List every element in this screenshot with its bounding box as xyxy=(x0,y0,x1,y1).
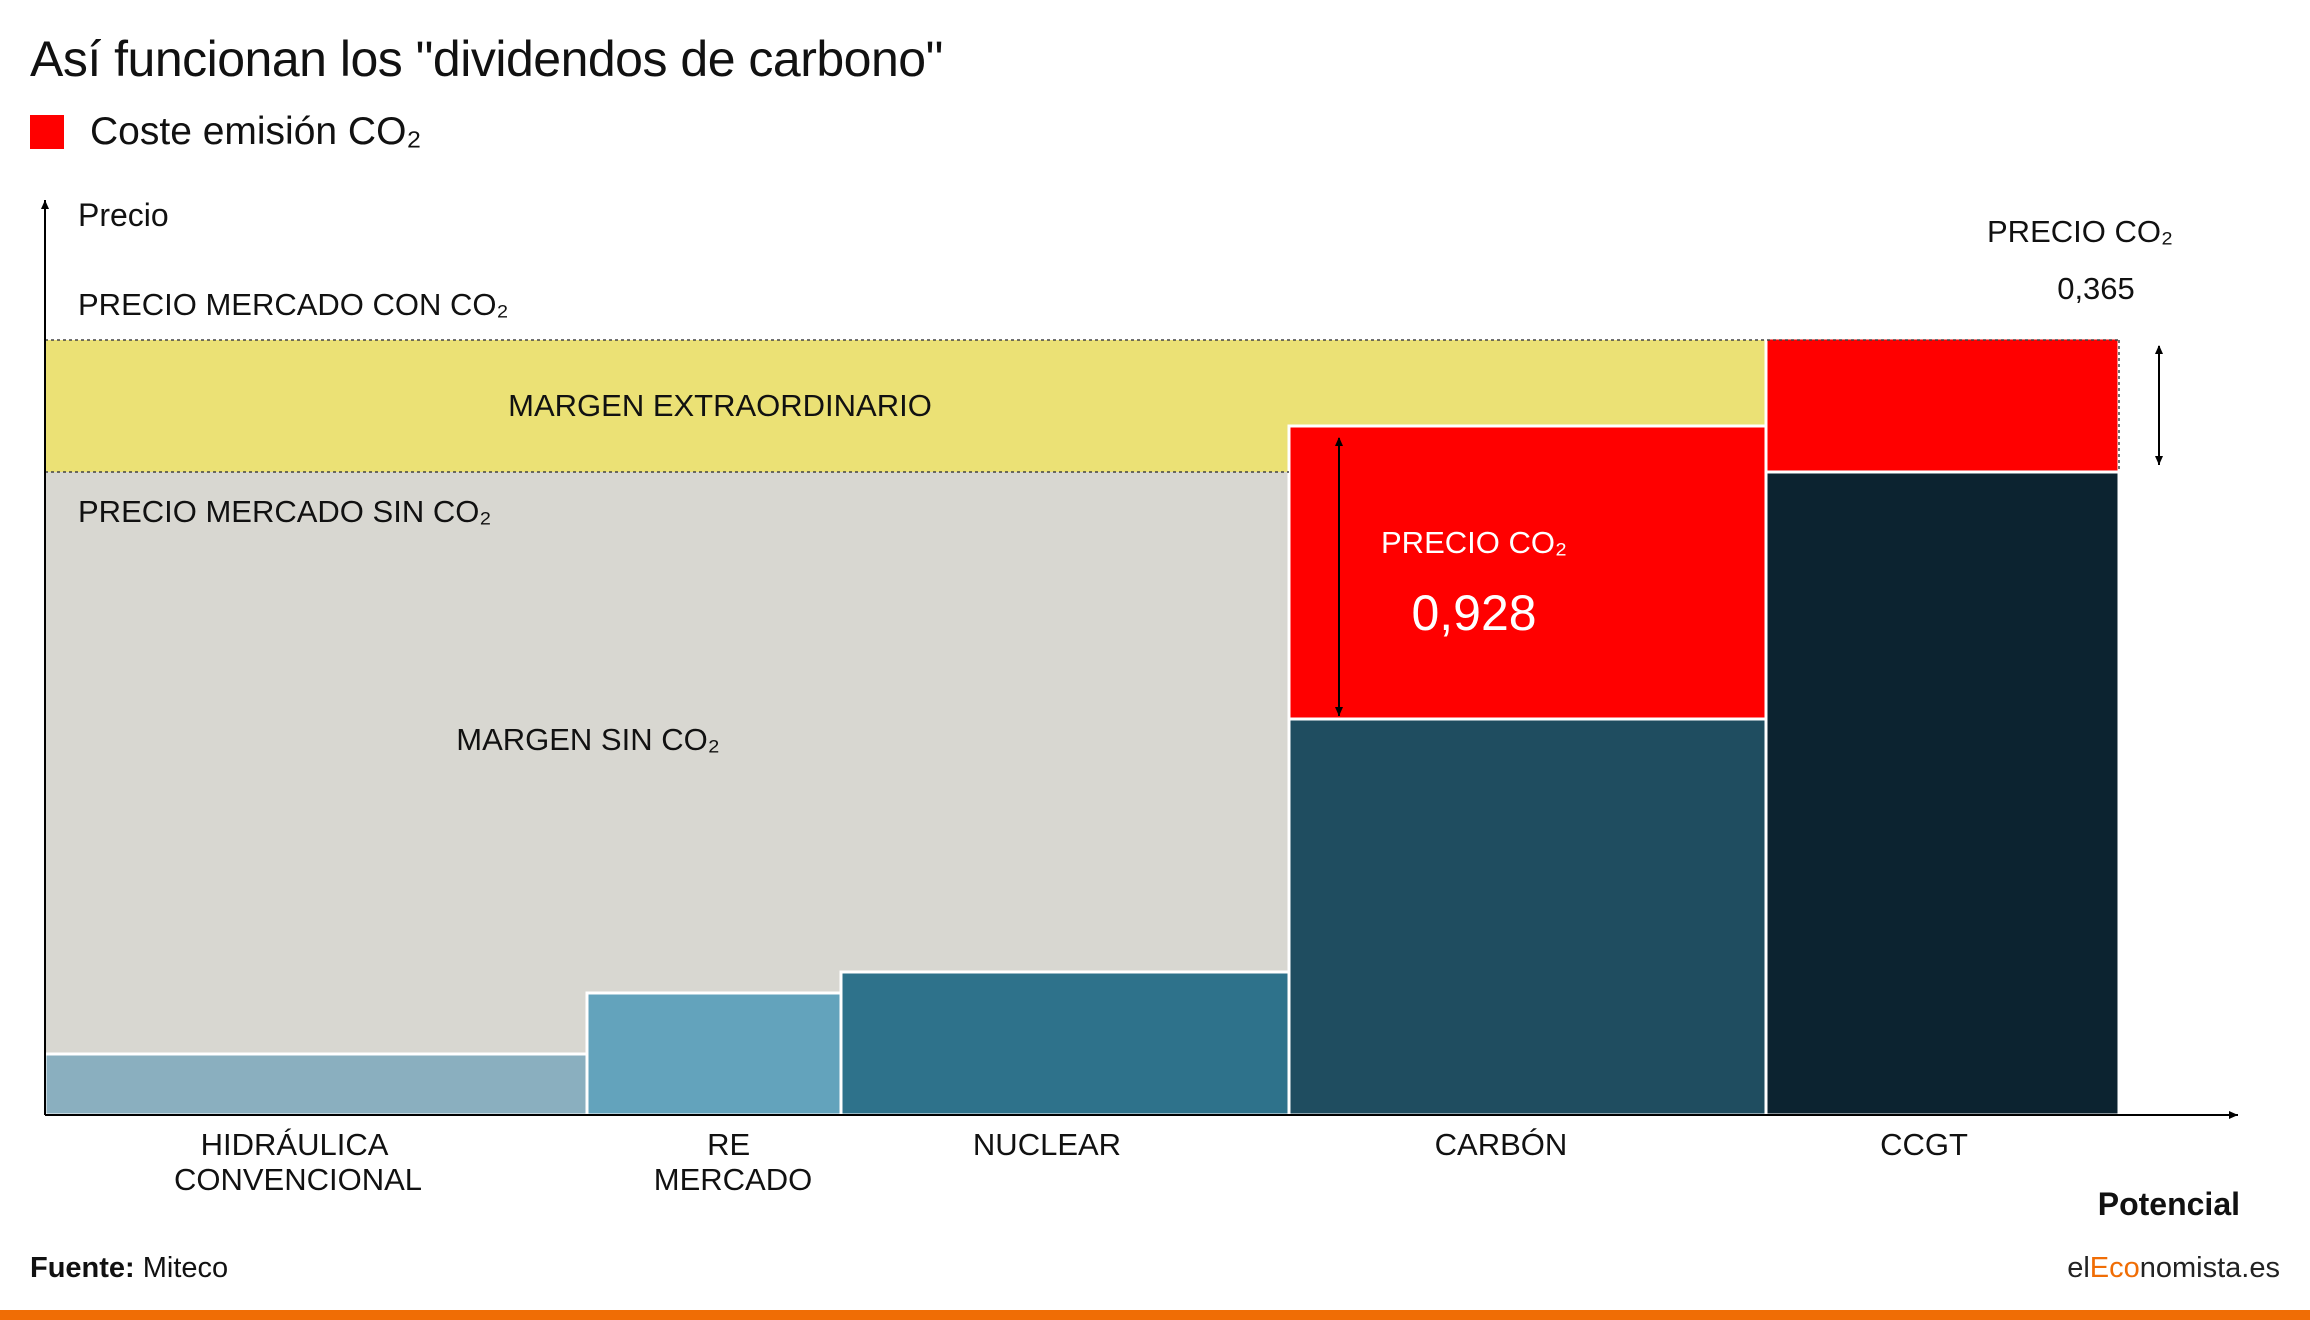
brand-logo: elEconomista.es xyxy=(2067,1252,2280,1285)
bar-hidraulica xyxy=(43,1052,589,1117)
category-label-nuclear: NUCLEAR xyxy=(973,1127,1121,1162)
category-label-hidraulica: HIDRÁULICA CONVENCIONAL xyxy=(174,1127,422,1197)
margin-without-co2-label: MARGEN SIN CO₂ xyxy=(456,722,720,757)
brand-suffix: nomista.es xyxy=(2139,1252,2280,1284)
category-label-ccgt: CCGT xyxy=(1880,1127,1968,1162)
extraordinary-margin-label: MARGEN EXTRAORDINARIO xyxy=(508,388,932,423)
legend-label-co2: Coste emisión CO₂ xyxy=(90,110,422,153)
category-label-hidraulica-line1: HIDRÁULICA xyxy=(201,1127,389,1162)
market-price-without-co2-label: PRECIO MERCADO SIN CO₂ xyxy=(78,494,491,529)
bar-ccgt xyxy=(1764,470,2121,1117)
source-note: Fuente: Miteco xyxy=(30,1252,228,1285)
brand-accent: Eco xyxy=(2089,1252,2140,1284)
bar-re-mercado xyxy=(585,991,843,1117)
category-label-carbon: CARBÓN xyxy=(1435,1127,1568,1162)
bar-carbon-co2 xyxy=(1287,424,1768,721)
category-label-re-mercado-line2: MERCADO xyxy=(654,1162,812,1197)
ccgt-co2-value: 0,365 xyxy=(2057,271,2135,306)
x-axis-label: Potencial xyxy=(2098,1186,2240,1222)
carbon-co2-value: 0,928 xyxy=(1411,585,1536,641)
y-axis-label: Precio xyxy=(78,197,169,233)
category-label-hidraulica-line2: CONVENCIONAL xyxy=(174,1162,422,1197)
source-value: Miteco xyxy=(134,1252,229,1284)
legend-swatch-co2 xyxy=(30,115,64,149)
bar-nuclear xyxy=(839,970,1291,1117)
bar-ccgt-co2 xyxy=(1764,336,2121,474)
ccgt-co2-label: PRECIO CO₂ xyxy=(1987,214,2173,249)
chart-title: Así funcionan los "dividendos de carbono… xyxy=(30,31,943,87)
brand-prefix: el xyxy=(2067,1252,2090,1284)
bottom-accent-bar xyxy=(0,1310,2310,1320)
bar-carbon xyxy=(1287,717,1768,1117)
market-price-with-co2-label: PRECIO MERCADO CON CO₂ xyxy=(78,287,509,322)
source-label: Fuente: xyxy=(30,1252,135,1284)
carbon-co2-label: PRECIO CO₂ xyxy=(1381,525,1567,560)
legend: Coste emisión CO₂ xyxy=(30,108,422,156)
category-label-re-mercado-line1: RE xyxy=(707,1127,750,1162)
category-label-re-mercado: RE MERCADO xyxy=(654,1127,812,1197)
